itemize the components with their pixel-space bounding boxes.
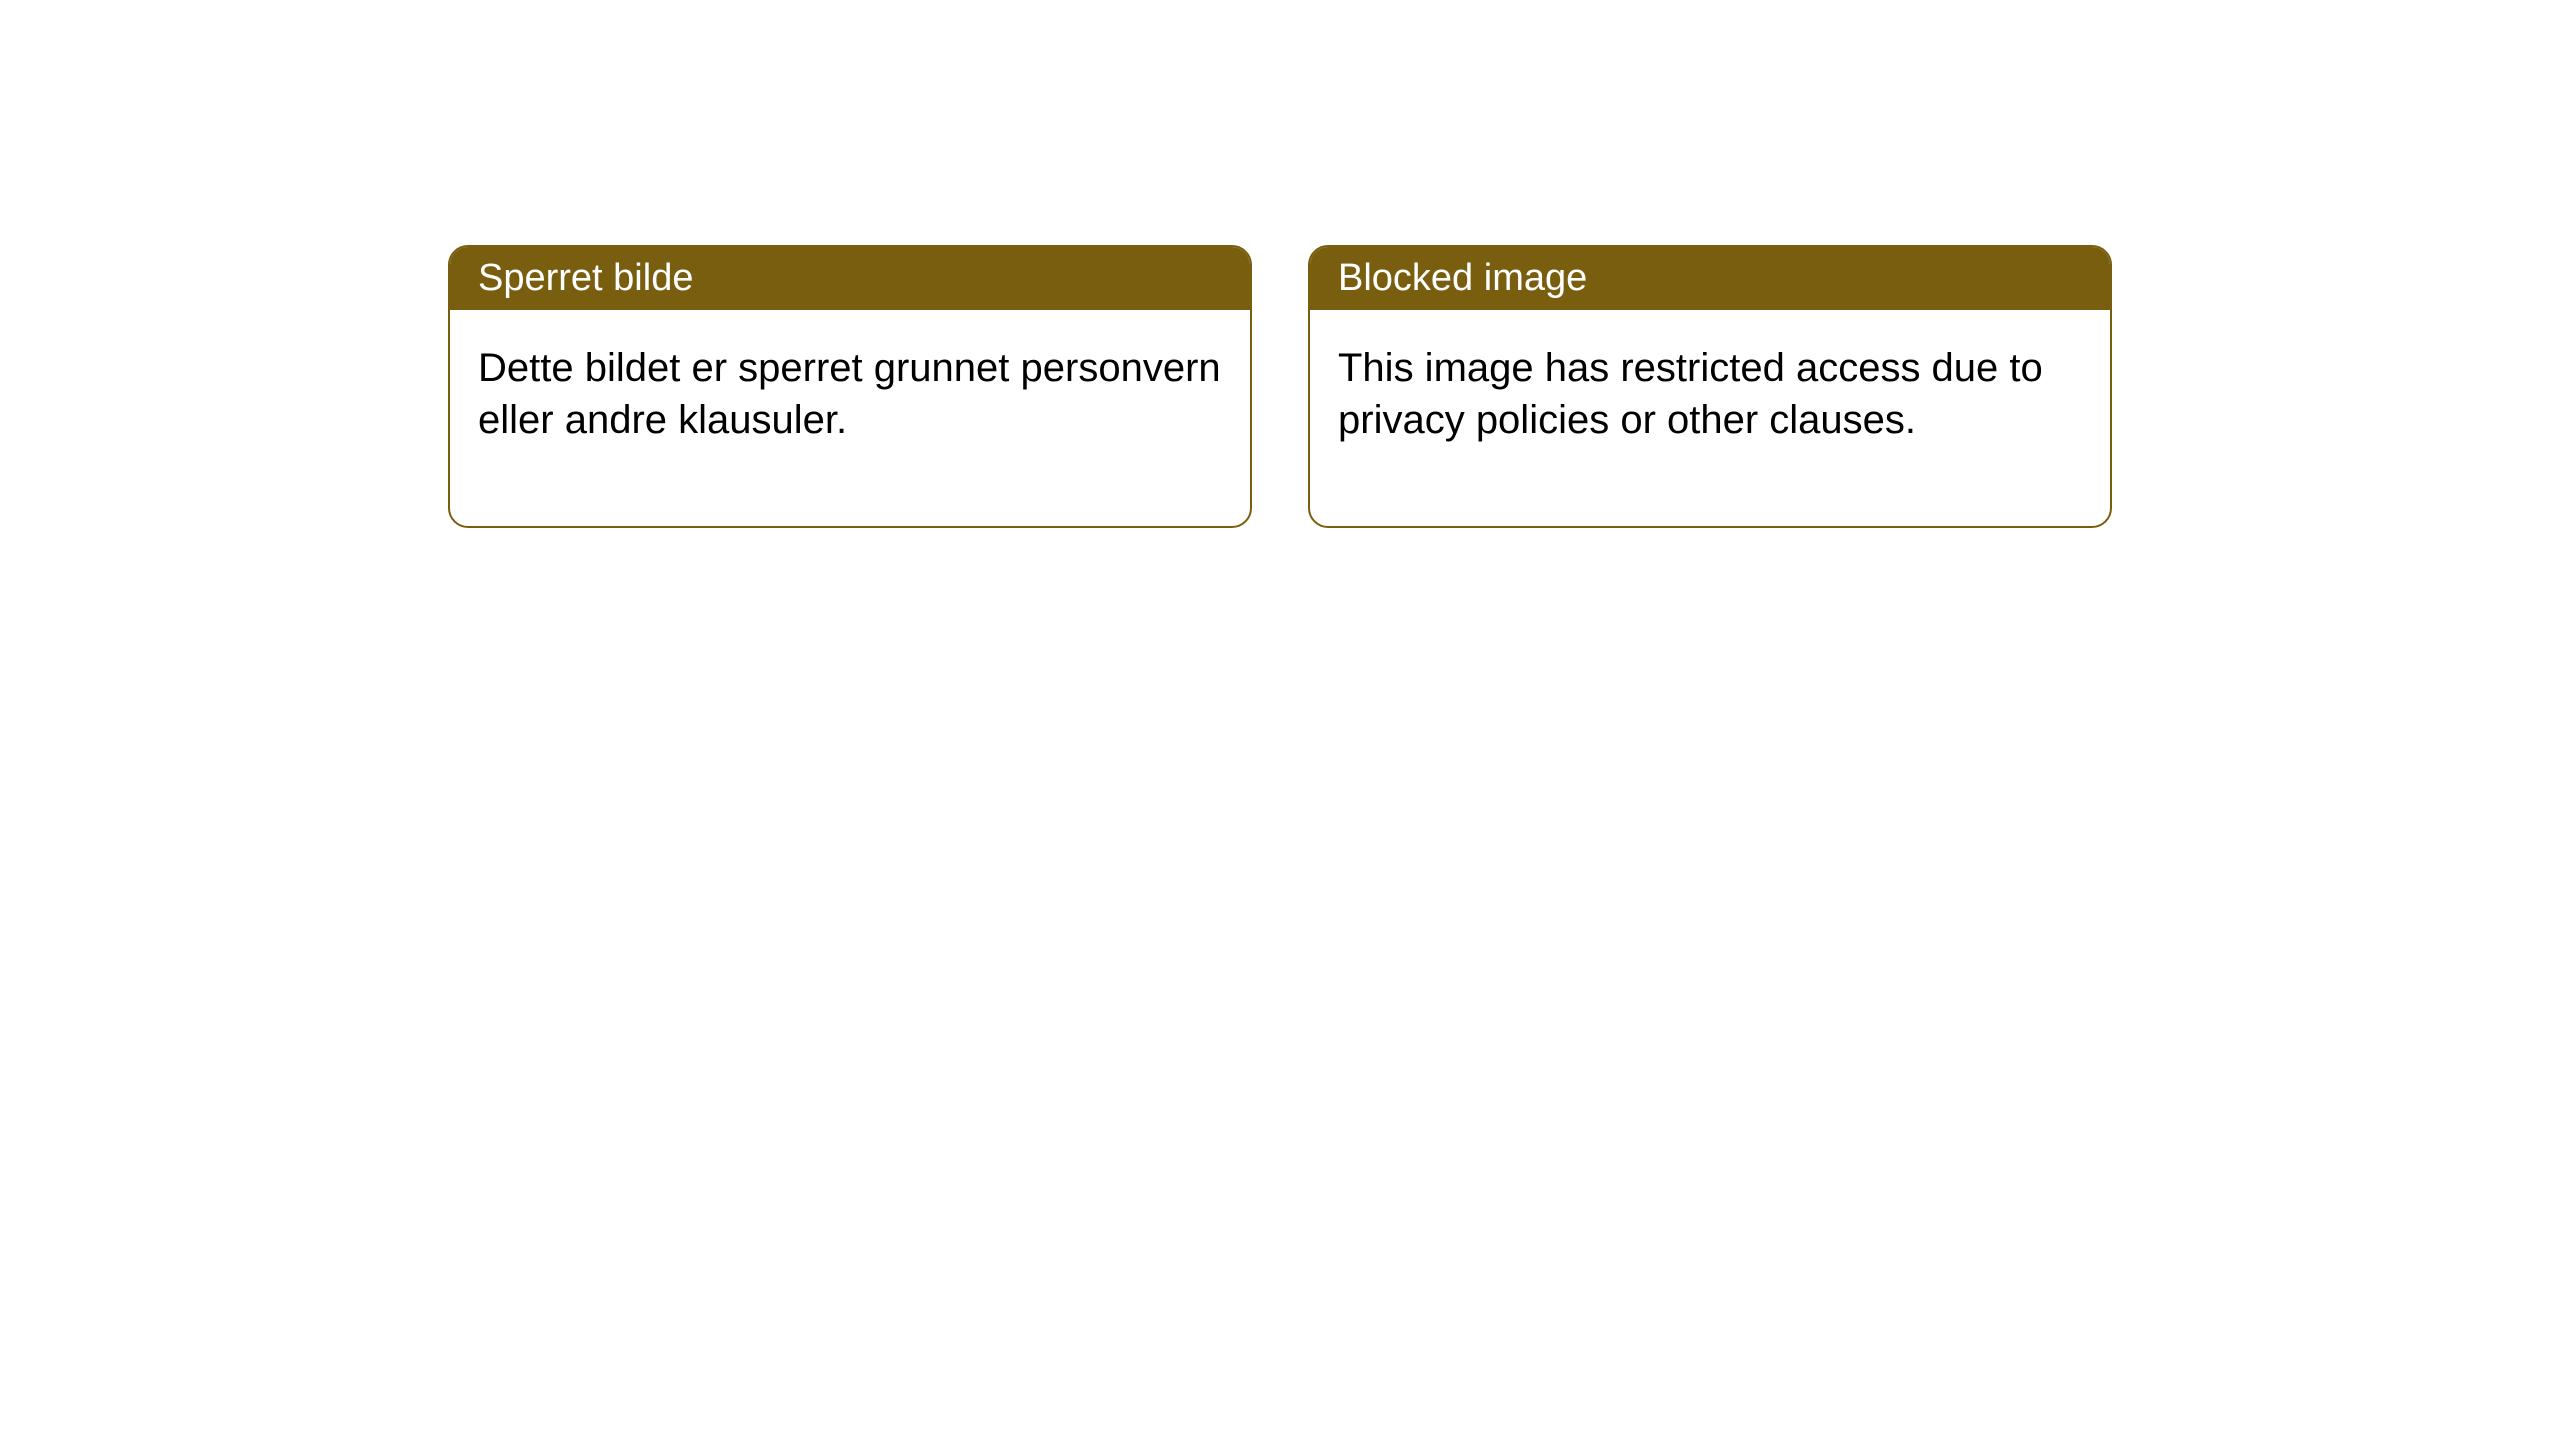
card-title: Blocked image — [1338, 257, 1587, 299]
card-body: This image has restricted access due to … — [1310, 310, 2110, 526]
card-body: Dette bildet er sperret grunnet personve… — [450, 310, 1250, 526]
notice-card-norwegian: Sperret bilde Dette bildet er sperret gr… — [448, 245, 1252, 528]
card-title: Sperret bilde — [478, 257, 693, 299]
notice-card-english: Blocked image This image has restricted … — [1308, 245, 2112, 528]
notice-cards-container: Sperret bilde Dette bildet er sperret gr… — [0, 0, 2560, 528]
card-message: Dette bildet er sperret grunnet personve… — [478, 346, 1221, 442]
card-header: Blocked image — [1310, 247, 2110, 310]
card-message: This image has restricted access due to … — [1338, 346, 2043, 442]
card-header: Sperret bilde — [450, 247, 1250, 310]
